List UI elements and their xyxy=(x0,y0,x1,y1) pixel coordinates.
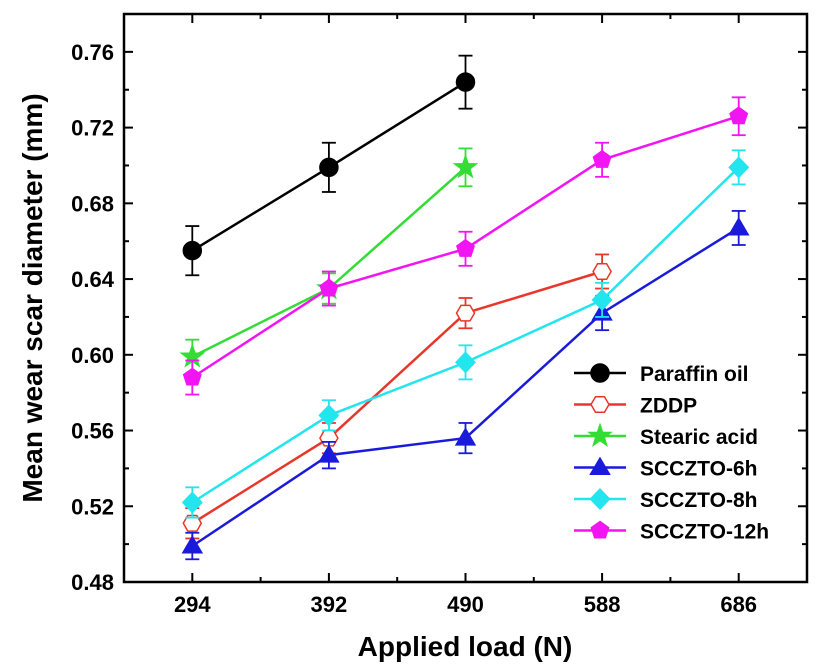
y-tick-label: 0.60 xyxy=(71,343,114,368)
y-tick-label: 0.76 xyxy=(71,40,114,65)
series-scczto-8h xyxy=(181,149,750,519)
series-scczto-6h xyxy=(181,210,750,561)
series-line xyxy=(191,166,467,358)
data-point xyxy=(455,304,476,322)
legend-item: SCCZTO-6h xyxy=(574,456,757,481)
y-axis-title: Mean wear scar diameter (mm) xyxy=(17,93,48,502)
y-tick-label: 0.68 xyxy=(71,191,114,216)
data-point xyxy=(454,427,477,446)
legend-label: SCCZTO-12h xyxy=(640,521,769,544)
y-tick-label: 0.52 xyxy=(71,494,114,519)
series-paraffin-oil xyxy=(182,54,476,277)
series-zddp xyxy=(182,253,612,540)
data-point xyxy=(319,157,339,178)
legend-item: ZDDP xyxy=(574,395,697,418)
y-tick-label: 0.48 xyxy=(71,570,114,595)
x-tick-label: 294 xyxy=(174,592,211,617)
data-point xyxy=(729,106,749,125)
x-axis-title: Applied load (N) xyxy=(358,631,573,662)
data-point xyxy=(182,514,203,532)
legend-label: SCCZTO-8h xyxy=(640,489,757,512)
series-line xyxy=(191,270,603,525)
y-tick-label: 0.64 xyxy=(71,267,115,292)
data-point xyxy=(318,404,340,427)
axis-ticks: 0.48 0.52 0.56 0.60 0.64 0.68 0.72 0.76 294 392 49… xyxy=(71,14,807,617)
x-tick-label: 686 xyxy=(720,592,757,617)
legend-swatch-marker xyxy=(589,488,611,510)
x-tick-label: 588 xyxy=(584,592,621,617)
y-tick-label: 0.72 xyxy=(71,116,114,141)
data-point xyxy=(182,367,202,386)
legend-label: SCCZTO-6h xyxy=(640,458,757,481)
legend-label: Stearic acid xyxy=(640,426,758,449)
data-point xyxy=(181,491,203,514)
x-tick-label: 392 xyxy=(311,592,348,617)
x-tick-label: 490 xyxy=(447,592,484,617)
data-point xyxy=(727,217,750,236)
data-point xyxy=(455,72,476,92)
data-point xyxy=(319,278,339,297)
data-point xyxy=(592,149,612,168)
data-point xyxy=(456,238,475,257)
legend-swatch-marker xyxy=(590,520,610,539)
legend: Paraffin oil ZDDP Stearic acid SCCZTO-6h SCC… xyxy=(574,363,769,544)
legend-label: Paraffin oil xyxy=(640,363,749,386)
data-point xyxy=(591,288,613,311)
data-point xyxy=(728,156,750,179)
y-tick-label: 0.56 xyxy=(71,419,114,444)
series-scczto-12h xyxy=(182,96,749,396)
legend-swatch-marker xyxy=(589,456,611,476)
legend-label: ZDDP xyxy=(640,395,697,418)
data-point xyxy=(318,444,340,463)
legend-item: Stearic acid xyxy=(574,422,758,449)
data-point xyxy=(181,535,204,554)
series-layer xyxy=(179,54,750,561)
legend-swatch-marker xyxy=(590,363,610,383)
legend-item: SCCZTO-8h xyxy=(574,488,757,512)
data-point xyxy=(452,153,479,179)
data-point xyxy=(182,240,203,261)
legend-swatch-marker xyxy=(590,395,610,414)
data-point xyxy=(455,351,476,374)
legend-item: SCCZTO-12h xyxy=(574,521,769,544)
legend-swatch-marker xyxy=(587,422,613,447)
data-point xyxy=(592,262,612,281)
legend-item: Paraffin oil xyxy=(574,363,749,386)
